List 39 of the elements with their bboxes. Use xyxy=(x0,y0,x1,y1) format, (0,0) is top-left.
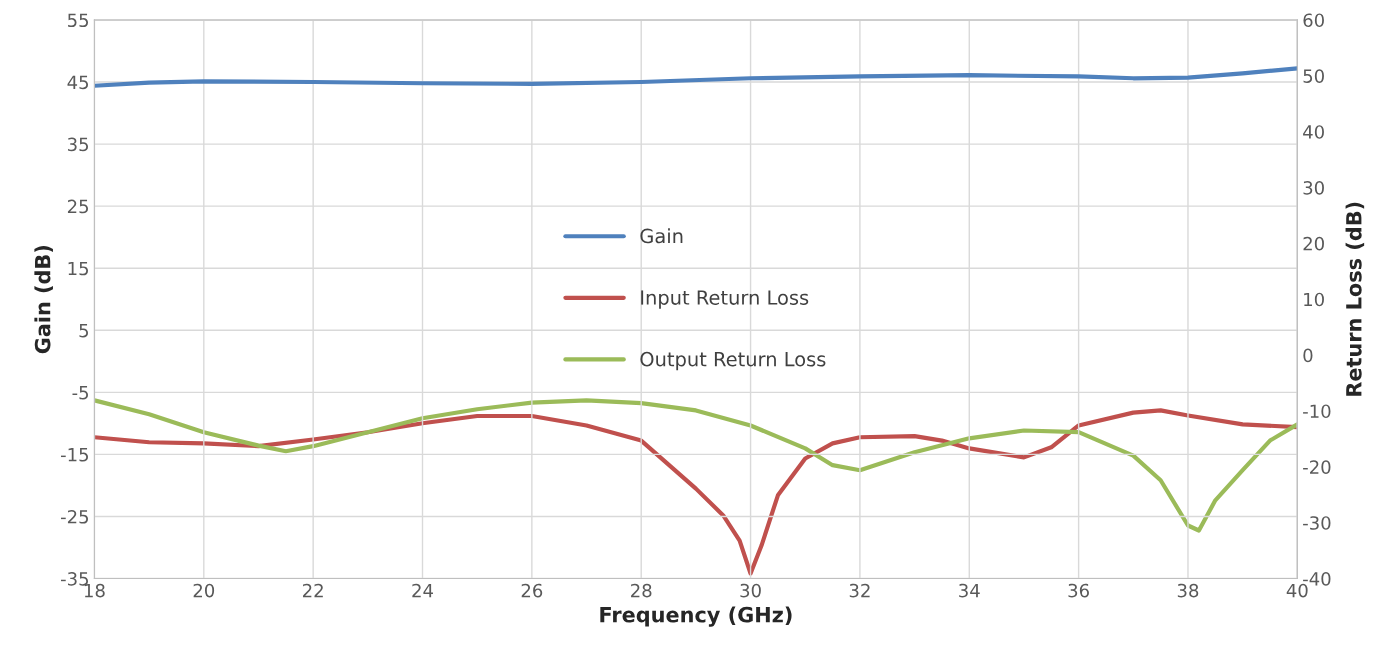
x-tick-label: 40 xyxy=(1286,583,1308,598)
y-tick-label: -25 xyxy=(60,509,89,524)
y-tick-label: 15 xyxy=(68,261,89,276)
y2-tick-label: 20 xyxy=(1303,236,1324,251)
y-tick-label: 55 xyxy=(68,13,89,28)
y2-tick-label: 50 xyxy=(1303,69,1324,83)
x-tick-label: 26 xyxy=(521,583,543,598)
y-tick-label: 5 xyxy=(79,323,89,338)
y-tick-label: -15 xyxy=(60,448,89,462)
y-tick-label: 45 xyxy=(67,75,89,90)
y2-tick-label: -30 xyxy=(1303,516,1331,530)
x-axis-title: Frequency (GHz) xyxy=(600,606,792,627)
x-tick-label: 36 xyxy=(1068,583,1089,598)
y2-tick-label: 10 xyxy=(1304,292,1324,307)
legend-label: Output Return Loss xyxy=(640,351,826,371)
x-tick-label: 28 xyxy=(631,583,652,598)
y-tick-label: 35 xyxy=(67,137,89,152)
x-tick-label: 24 xyxy=(412,583,433,598)
y2-axis-title: Return Loss (dB) xyxy=(1345,202,1365,396)
y2-tick-label: 30 xyxy=(1303,180,1324,195)
x-tick-label: 20 xyxy=(193,583,215,598)
x-tick-label: 30 xyxy=(740,583,761,598)
x-tick-label: 38 xyxy=(1177,583,1199,598)
legend-label: Input Return Loss xyxy=(641,290,809,309)
x-tick-label: 32 xyxy=(849,583,870,598)
y2-tick-label: -20 xyxy=(1303,460,1331,474)
x-tick-label: 22 xyxy=(302,583,323,598)
y-tick-label: 25 xyxy=(67,199,89,214)
line-series xyxy=(94,398,1298,533)
legend-label: Gain xyxy=(640,228,683,244)
y2-tick-label: 60 xyxy=(1303,13,1324,28)
line-series xyxy=(94,66,1298,88)
y-tick-label: -5 xyxy=(72,386,89,400)
y2-tick-label: -10 xyxy=(1303,404,1331,419)
y2-tick-label: -40 xyxy=(1303,572,1331,586)
x-tick-label: 34 xyxy=(959,583,980,598)
y-axis-title: Gain (dB) xyxy=(34,245,53,354)
y2-tick-label: 0 xyxy=(1303,348,1313,363)
y2-tick-label: 40 xyxy=(1303,125,1324,139)
